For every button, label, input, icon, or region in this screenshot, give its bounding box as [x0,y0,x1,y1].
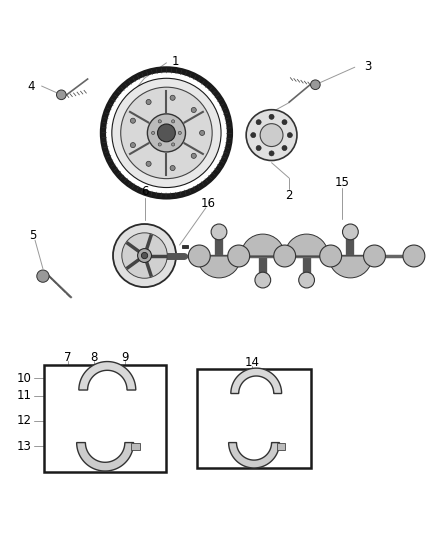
Circle shape [269,151,274,156]
Circle shape [255,272,271,288]
Circle shape [37,270,49,282]
Circle shape [122,233,167,278]
Circle shape [57,90,66,100]
Polygon shape [231,368,282,393]
Bar [131,442,140,450]
Circle shape [172,120,175,123]
Circle shape [256,146,261,151]
Text: 8: 8 [91,351,98,364]
Circle shape [200,131,205,135]
Text: 16: 16 [201,197,215,210]
Circle shape [228,245,250,267]
Bar [277,442,285,449]
Circle shape [112,78,221,188]
Circle shape [146,100,151,104]
Circle shape [141,253,148,259]
Circle shape [152,131,155,134]
Text: 1: 1 [171,55,179,68]
Circle shape [282,146,287,151]
Circle shape [256,119,261,125]
Wedge shape [241,234,285,256]
Polygon shape [79,361,136,390]
Circle shape [364,245,385,267]
Text: 12: 12 [17,414,32,427]
Circle shape [320,245,342,267]
Text: 5: 5 [29,229,36,243]
Text: 14: 14 [244,357,259,369]
Circle shape [158,124,175,142]
Wedge shape [328,256,372,278]
Text: 3: 3 [364,60,371,73]
Circle shape [131,142,135,148]
Circle shape [274,245,296,267]
Text: 6: 6 [141,184,148,198]
Circle shape [211,224,227,240]
Polygon shape [229,442,279,468]
Circle shape [178,131,181,134]
Circle shape [251,133,256,138]
Circle shape [170,95,175,100]
Circle shape [172,143,175,146]
Text: 10: 10 [17,372,32,385]
Circle shape [246,110,297,160]
Circle shape [121,87,212,179]
Text: 4: 4 [28,79,35,93]
Text: 11: 11 [17,389,32,402]
Circle shape [158,143,161,146]
Circle shape [188,245,210,267]
Circle shape [113,224,176,287]
Bar [44,365,166,472]
Polygon shape [77,442,134,471]
Bar [182,245,188,248]
Bar [197,369,311,468]
Circle shape [403,245,425,267]
Circle shape [191,154,196,158]
Circle shape [282,119,287,125]
Circle shape [260,124,283,147]
Circle shape [147,114,186,152]
Text: 9: 9 [121,351,129,364]
Circle shape [287,133,293,138]
Circle shape [311,80,320,90]
Circle shape [146,161,151,166]
Circle shape [343,224,358,240]
Circle shape [158,120,161,123]
Text: 15: 15 [334,176,349,189]
Text: 13: 13 [17,440,32,453]
Circle shape [131,118,135,123]
Wedge shape [285,234,328,256]
Circle shape [299,272,314,288]
Wedge shape [197,256,241,278]
Text: 2: 2 [285,189,293,202]
Circle shape [138,248,152,262]
Circle shape [170,165,175,171]
Text: 7: 7 [64,351,72,364]
Circle shape [191,108,196,112]
Circle shape [269,114,274,119]
